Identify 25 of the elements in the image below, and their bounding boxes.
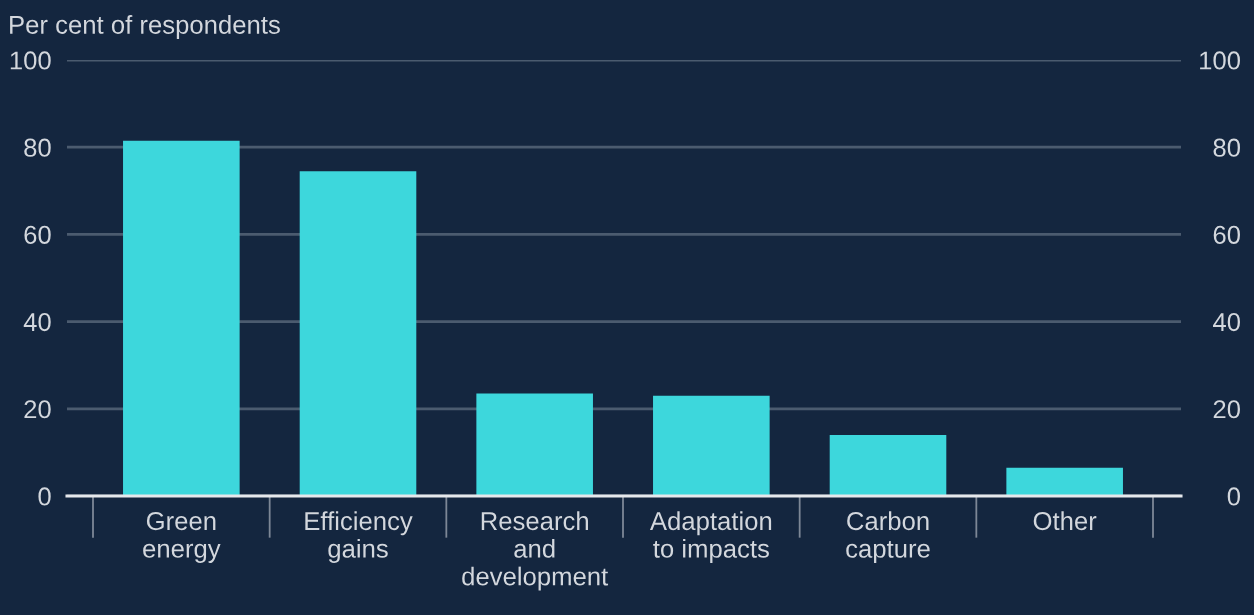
y2-tick-label: 60 [1213, 225, 1240, 244]
bar [653, 395, 770, 496]
y-tick-label: 80 [24, 138, 51, 157]
x-tick-label: Research and development [462, 511, 609, 591]
x-tick-label: Other [1033, 511, 1097, 531]
y2-tick-label: 0 [1227, 487, 1240, 506]
y-tick-label: 20 [24, 400, 51, 419]
x-tick-label: Efficiency gains [305, 511, 413, 563]
x-tick-label: Green energy [143, 511, 221, 563]
y-axis-title: Per cent of respondents [10, 15, 280, 39]
bar [299, 171, 417, 496]
y2-tick-label: 20 [1213, 400, 1240, 419]
y-tick-label: 100 [10, 51, 51, 70]
y-tick-label: 40 [23, 312, 51, 332]
x-tick-label: Carbon capture [846, 511, 930, 563]
y2-tick-label: 40 [1213, 312, 1240, 332]
y-tick-label: 0 [38, 487, 51, 506]
y2-tick-label: 80 [1213, 138, 1240, 157]
y-tick-label: 60 [24, 225, 51, 244]
bar [476, 393, 593, 496]
bar [123, 140, 240, 496]
bar [829, 434, 947, 496]
y2-tick-label: 100 [1200, 51, 1240, 70]
bar [1006, 467, 1123, 496]
x-tick-label: Adaptation to impacts [649, 511, 772, 563]
